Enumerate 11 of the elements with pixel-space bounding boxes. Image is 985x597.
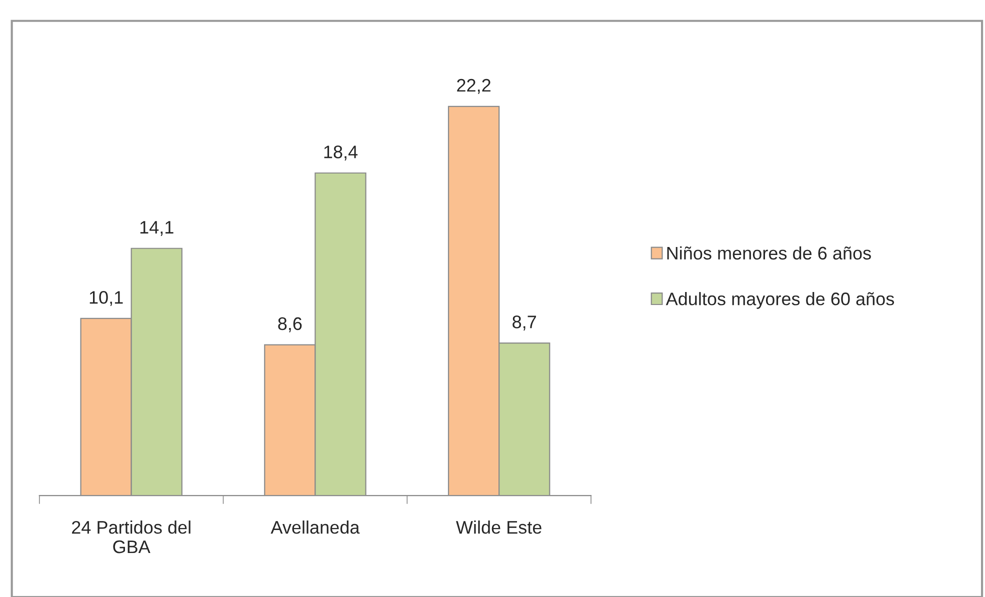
x-tick-label: Avellaneda <box>270 520 360 534</box>
legend-label: Niños menores de 6 años <box>667 246 871 260</box>
x-tick-label: Wilde Este <box>456 520 542 534</box>
data-label: 8,7 <box>512 316 536 330</box>
x-tick-label: 24 Partidos del GBA <box>72 520 190 554</box>
legend-label: Adultos mayores de 60 años <box>666 292 894 309</box>
data-label: 14,1 <box>140 221 174 236</box>
data-label: 18,4 <box>324 146 358 160</box>
data-label: 8,6 <box>278 317 302 332</box>
data-label: 10,1 <box>90 291 123 306</box>
data-label: 22,2 <box>457 78 490 94</box>
